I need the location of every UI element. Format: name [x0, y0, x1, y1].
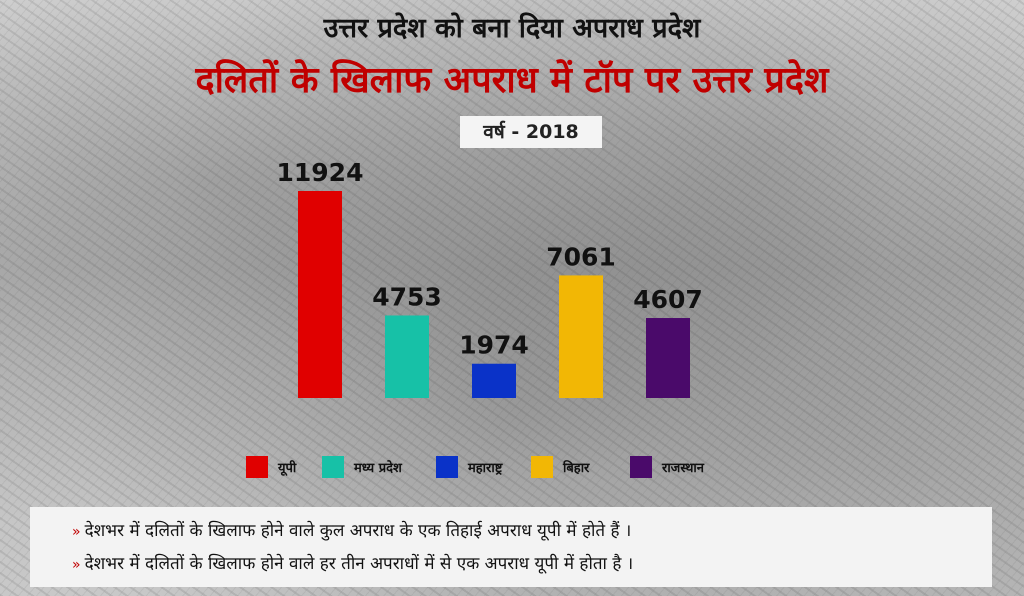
legend-swatch [246, 456, 268, 478]
bar [646, 318, 690, 398]
bar-value-label: 4753 [372, 282, 442, 311]
legend-label: यूपी [278, 461, 297, 476]
legend-item-mp: मध्य प्रदेश [322, 452, 402, 482]
legend-swatch [531, 456, 553, 478]
legend-label: राजस्थान [662, 461, 705, 476]
notes-box: » देशभर में दलितों के खिलाफ होने वाले कुल… [30, 507, 992, 587]
chart-legend: यूपी मध्य प्रदेश महाराष्ट्र बिहार राजस्थ… [0, 452, 1024, 482]
legend-swatch [630, 456, 652, 478]
note-text: देशभर में दलितों के खिलाफ होने वाले कुल … [84, 521, 632, 541]
legend-item-maharashtra: महाराष्ट्र [436, 452, 502, 482]
year-badge: वर्ष - 2018 [460, 116, 602, 148]
bar [472, 363, 516, 398]
note-line: » देशभर में दलितों के खिलाफ होने वाले हर … [72, 551, 633, 574]
bar [385, 315, 429, 398]
legend-item-bihar: बिहार [531, 452, 589, 482]
bar-chart: 11924 4753 1974 7061 4607 [277, 158, 703, 398]
bar-value-label: 11924 [277, 158, 364, 187]
bar-value-label: 7061 [546, 242, 616, 271]
bar-value-label: 1974 [459, 331, 529, 360]
bar-value-label: 4607 [633, 285, 703, 314]
legend-swatch [436, 456, 458, 478]
legend-label: महाराष्ट्र [468, 461, 503, 476]
legend-item-rajasthan: राजस्थान [630, 452, 704, 482]
legend-label: मध्य प्रदेश [354, 461, 402, 476]
legend-swatch [322, 456, 344, 478]
note-text: देशभर में दलितों के खिलाफ होने वाले हर त… [84, 554, 634, 574]
page-title: उत्तर प्रदेश को बना दिया अपराध प्रदेश [323, 13, 701, 44]
legend-label: बिहार [563, 461, 590, 476]
bullet-marker: » [72, 524, 81, 540]
page-subtitle: दलितों के खिलाफ अपराध में टॉप पर उत्तर प… [195, 60, 829, 101]
bar [559, 275, 603, 398]
legend-item-up: यूपी [246, 452, 296, 482]
bar [298, 191, 342, 398]
note-line: » देशभर में दलितों के खिलाफ होने वाले कुल… [72, 518, 631, 541]
bullet-marker: » [72, 557, 81, 573]
